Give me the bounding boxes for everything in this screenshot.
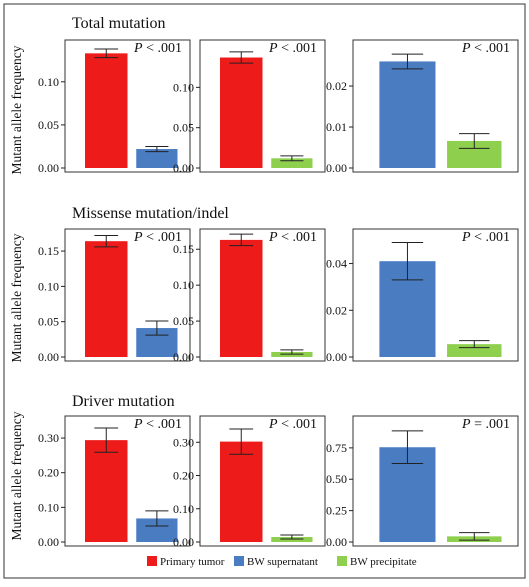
panel-frame [64,228,191,362]
bar-primary-tumor [85,241,128,357]
legend-swatch [337,556,347,566]
p-value-label: P = .001 [461,417,510,432]
panel-frame [64,415,191,547]
p-value-label: P < .001 [268,230,317,245]
legend-label: Primary tumor [160,556,225,568]
panel-frame [199,39,326,173]
y-tick-label: 0.50 [326,472,347,486]
y-tick-label: 0.00 [173,161,194,175]
y-tick-label: 0.00 [326,161,347,175]
panel-frame [352,228,519,362]
row-title: Driver mutation [72,393,175,410]
panel-frame [352,39,519,173]
bar-bw-supernatant [379,61,436,168]
panel-frame [199,415,326,547]
y-tick-label: 0.15 [173,242,194,256]
y-tick-label: 0.00 [173,350,194,364]
y-tick-label: 0.10 [38,279,59,293]
y-tick-label: 0.10 [173,80,194,94]
row-title: Total mutation [72,15,166,32]
y-tick-label: 0.25 [326,504,347,518]
y-tick-label: 0.05 [173,314,194,328]
y-axis-label: Mutant allele frequency [9,45,24,174]
y-tick-label: 0.02 [326,303,347,317]
y-tick-label: 0.00 [38,161,59,175]
y-tick-label: 0.05 [38,315,59,329]
y-tick-label: 0.20 [173,469,194,483]
bar-bw-precipitate [271,158,313,168]
row-title: Missense mutation/indel [72,205,229,222]
bar-bw-supernatant [136,518,178,542]
legend-swatch [234,556,244,566]
y-tick-label: 0.00 [38,535,59,549]
y-tick-label: 0.10 [38,500,59,514]
y-axis-label: Mutant allele frequency [9,233,24,362]
bar-primary-tumor [220,441,263,542]
panel-frame [64,39,191,173]
p-value-label: P < .001 [461,41,510,56]
y-tick-label: 0.00 [326,350,347,364]
y-tick-label: 0.02 [326,79,347,93]
bar-primary-tumor [220,239,263,357]
y-tick-label: 0.20 [38,466,59,480]
bar-primary-tumor [220,57,263,168]
y-tick-label: 0.10 [173,278,194,292]
y-tick-label: 0.00 [173,535,194,549]
p-value-label: P < .001 [268,417,317,432]
y-tick-label: 0.10 [173,502,194,516]
bar-primary-tumor [85,53,128,168]
y-tick-label: 0.00 [38,350,59,364]
p-value-label: P < .001 [133,417,182,432]
legend-label: BW precipitate [350,556,417,568]
panel-frame [352,415,519,547]
y-tick-label: 0.05 [38,118,59,132]
p-value-label: P < .001 [268,41,317,56]
bar-primary-tumor [85,440,128,542]
bar-bw-supernatant [136,149,178,168]
p-value-label: P < .001 [461,230,510,245]
y-tick-label: 0.30 [38,431,59,445]
y-tick-label: 0.04 [326,257,347,271]
legend-label: BW supernatant [247,556,318,568]
y-tick-label: 0.75 [326,441,347,455]
p-value-label: P < .001 [133,41,182,56]
y-tick-label: 0.30 [173,435,194,449]
p-value-label: P < .001 [133,230,182,245]
y-tick-label: 0.15 [38,244,59,258]
y-tick-label: 0.00 [326,535,347,549]
y-tick-label: 0.10 [38,75,59,89]
y-tick-label: 0.05 [173,121,194,135]
legend-swatch [147,556,157,566]
figure-frame [3,3,526,579]
panel-frame [199,228,326,362]
y-axis-label: Mutant allele frequency [9,411,24,540]
y-tick-label: 0.01 [326,120,347,134]
